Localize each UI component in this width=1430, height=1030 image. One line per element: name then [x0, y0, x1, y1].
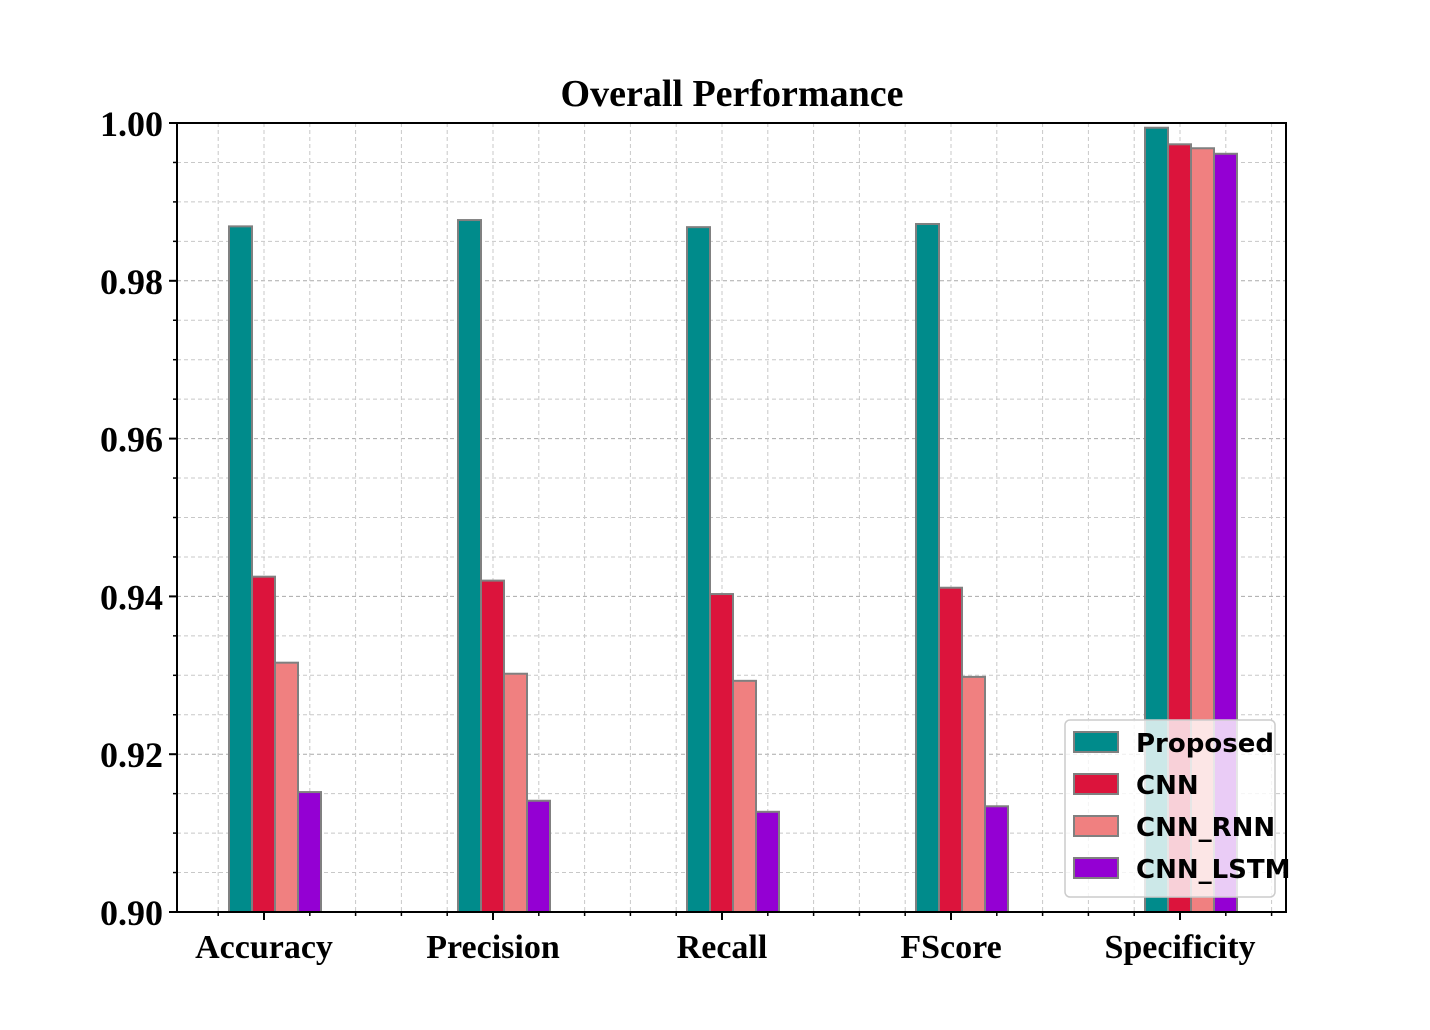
legend-box: [1064, 719, 1276, 898]
y-tick-label: 1.00: [100, 104, 163, 144]
legend-label: CNN_RNN: [1136, 813, 1275, 843]
grid: [177, 122, 1286, 913]
x-tick-label: Recall: [677, 929, 768, 966]
bar-proposed-accuracy: [228, 225, 253, 913]
bar-cnn-accuracy: [251, 575, 276, 913]
legend-label: CNN: [1136, 771, 1199, 801]
bar-cnn-recall: [709, 593, 734, 914]
y-tick-label: 0.94: [100, 577, 163, 617]
legend: Proposed CNN CNN_RNN CNN_LSTM: [1064, 719, 1291, 898]
bar-cnn-rnn-accuracy: [274, 661, 299, 914]
x-tick-label: Specificity: [1104, 929, 1255, 966]
legend-swatch-cnn: [1073, 773, 1119, 795]
x-tick-label: Accuracy: [195, 929, 333, 966]
bar-cnn-rnn-recall: [732, 679, 757, 913]
bar-cnn-lstm-accuracy: [297, 791, 322, 914]
chart-title: Overall Performance: [561, 73, 904, 115]
bar-cnn-fscore: [938, 586, 963, 913]
legend-label: CNN_LSTM: [1136, 855, 1291, 885]
legend-swatch-proposed: [1073, 731, 1119, 753]
axes: 0.90 0.92 0.94 0.96 0.98 1.00 Accuracy Precisio…: [100, 104, 1287, 966]
y-tick-label: 0.96: [100, 420, 163, 460]
y-tick-label: 0.98: [100, 262, 163, 302]
bar-proposed-fscore: [915, 222, 940, 913]
bar-cnn-lstm-precision: [526, 799, 551, 913]
bar-cnn-rnn-fscore: [961, 675, 986, 913]
bar-proposed-precision: [457, 219, 482, 913]
bar-cnn-lstm-fscore: [984, 805, 1009, 913]
legend-swatch-cnn-lstm: [1073, 857, 1119, 879]
bar-cnn-rnn-precision: [503, 672, 528, 913]
y-tick-label: 0.92: [100, 735, 163, 775]
legend-swatch-cnn-rnn: [1073, 815, 1119, 837]
x-tick-label: FScore: [900, 929, 1001, 966]
bar-proposed-recall: [686, 226, 711, 913]
bar-cnn-lstm-recall: [755, 810, 780, 913]
legend-label: Proposed: [1136, 729, 1274, 759]
y-tick-label: 0.90: [100, 893, 163, 933]
bar-cnn-precision: [480, 579, 505, 913]
x-tick-label: Precision: [426, 929, 560, 966]
